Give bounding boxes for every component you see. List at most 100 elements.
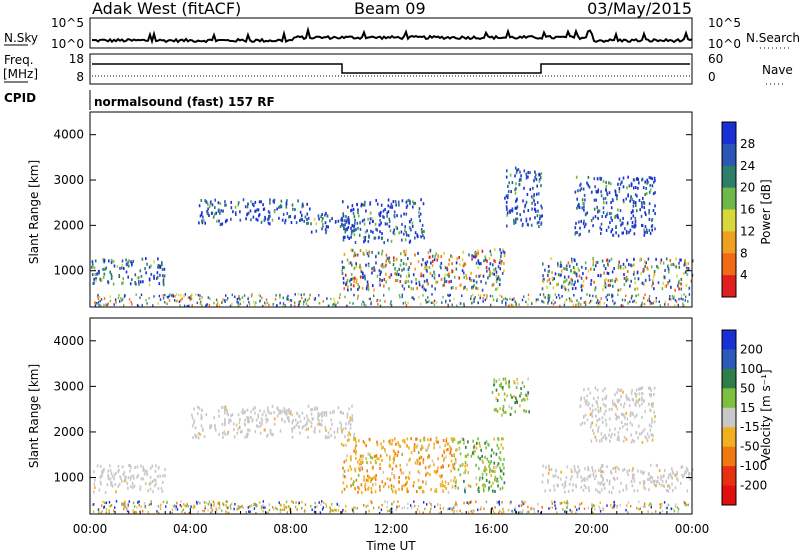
ground-scatter-cell bbox=[135, 293, 137, 296]
echo-cell bbox=[118, 274, 120, 277]
echo-cell bbox=[637, 178, 639, 181]
echo-cell bbox=[478, 478, 481, 482]
ground-scatter-cell bbox=[349, 301, 351, 304]
echo-cell bbox=[354, 276, 356, 280]
echo-cell bbox=[631, 484, 634, 488]
ground-scatter-cell bbox=[523, 295, 525, 298]
echo-cell bbox=[431, 264, 434, 268]
echo-cell bbox=[344, 426, 347, 430]
echo-cell bbox=[214, 428, 217, 432]
echo-cell bbox=[623, 283, 626, 287]
ground-scatter-cell bbox=[659, 503, 661, 506]
ground-scatter-cell bbox=[402, 302, 405, 305]
echo-cell bbox=[427, 446, 430, 449]
echo-cell bbox=[586, 394, 588, 398]
echo-cell bbox=[577, 189, 579, 193]
echo-cell bbox=[510, 209, 512, 212]
echo-cell bbox=[285, 410, 287, 414]
echo-cell bbox=[415, 437, 417, 441]
ground-scatter-cell bbox=[180, 505, 183, 508]
echo-cell bbox=[681, 465, 684, 469]
velocity-ytick-label: 1000 bbox=[53, 471, 84, 485]
ground-scatter-cell bbox=[121, 298, 124, 301]
echo-cell bbox=[393, 449, 396, 453]
echo-cell bbox=[274, 417, 276, 421]
echo-cell bbox=[536, 221, 539, 225]
echo-cell bbox=[680, 277, 683, 281]
echo-cell bbox=[521, 399, 523, 402]
ground-scatter-cell bbox=[302, 303, 305, 306]
echo-cell bbox=[267, 418, 269, 422]
echo-cell bbox=[473, 445, 475, 449]
echo-cell bbox=[634, 281, 636, 285]
echo-cell bbox=[383, 278, 386, 281]
echo-cell bbox=[110, 277, 113, 281]
echo-cell bbox=[643, 268, 645, 272]
ground-scatter-cell bbox=[92, 510, 95, 513]
echo-cell bbox=[474, 252, 476, 255]
echo-cell bbox=[100, 278, 102, 282]
ground-scatter-cell bbox=[418, 296, 420, 299]
ground-scatter-cell bbox=[451, 508, 453, 512]
echo-cell bbox=[329, 411, 332, 415]
echo-cell bbox=[230, 206, 233, 210]
echo-cell bbox=[676, 274, 678, 278]
echo-cell bbox=[403, 484, 405, 488]
echo-cell bbox=[630, 391, 633, 395]
echo-cell bbox=[389, 464, 392, 468]
echo-cell bbox=[443, 283, 446, 287]
echo-cell bbox=[233, 428, 235, 432]
echo-cell bbox=[348, 261, 351, 265]
echo-cell bbox=[664, 275, 666, 279]
ground-scatter-cell bbox=[479, 296, 481, 300]
echo-cell bbox=[331, 217, 333, 221]
echo-cell bbox=[643, 480, 646, 484]
echo-cell bbox=[201, 408, 203, 412]
ground-scatter-cell bbox=[103, 506, 105, 509]
echo-cell bbox=[455, 481, 457, 485]
ground-scatter-cell bbox=[547, 296, 549, 300]
echo-cell bbox=[316, 406, 319, 410]
echo-cell bbox=[379, 462, 381, 466]
echo-cell bbox=[473, 444, 476, 447]
echo-cell bbox=[506, 196, 509, 200]
echo-cell bbox=[495, 379, 498, 383]
echo-cell bbox=[680, 287, 683, 291]
echo-cell bbox=[354, 487, 356, 491]
ground-scatter-cell bbox=[396, 505, 398, 508]
ground-scatter-cell bbox=[586, 293, 588, 296]
echo-cell bbox=[388, 256, 391, 260]
ground-scatter-cell bbox=[515, 302, 517, 305]
ground-scatter-cell bbox=[115, 500, 118, 503]
echo-cell bbox=[425, 263, 428, 267]
ground-scatter-cell bbox=[237, 505, 239, 508]
echo-cell bbox=[493, 437, 495, 441]
echo-cell bbox=[471, 254, 473, 258]
echo-cell bbox=[461, 463, 463, 467]
ground-scatter-cell bbox=[456, 503, 458, 507]
ground-scatter-cell bbox=[169, 293, 171, 296]
ground-scatter-cell bbox=[275, 506, 277, 510]
ground-scatter-cell bbox=[297, 304, 300, 307]
echo-cell bbox=[340, 426, 342, 430]
echo-cell bbox=[477, 259, 480, 263]
ground-scatter-cell bbox=[537, 502, 539, 506]
echo-cell bbox=[416, 444, 419, 448]
echo-cell bbox=[306, 217, 308, 221]
echo-cell bbox=[565, 278, 568, 282]
echo-cell bbox=[644, 487, 646, 491]
echo-cell bbox=[112, 260, 115, 264]
echo-cell bbox=[499, 451, 502, 454]
echo-cell bbox=[648, 402, 650, 406]
echo-cell bbox=[609, 479, 611, 483]
ground-scatter-cell bbox=[227, 511, 229, 515]
echo-cell bbox=[671, 467, 673, 471]
echo-cell bbox=[503, 269, 505, 273]
ground-scatter-cell bbox=[286, 297, 288, 301]
ground-scatter-cell bbox=[184, 511, 186, 515]
echo-cell bbox=[389, 455, 391, 459]
echo-cell bbox=[376, 440, 378, 444]
echo-cell bbox=[140, 274, 143, 278]
echo-cell bbox=[643, 228, 645, 232]
